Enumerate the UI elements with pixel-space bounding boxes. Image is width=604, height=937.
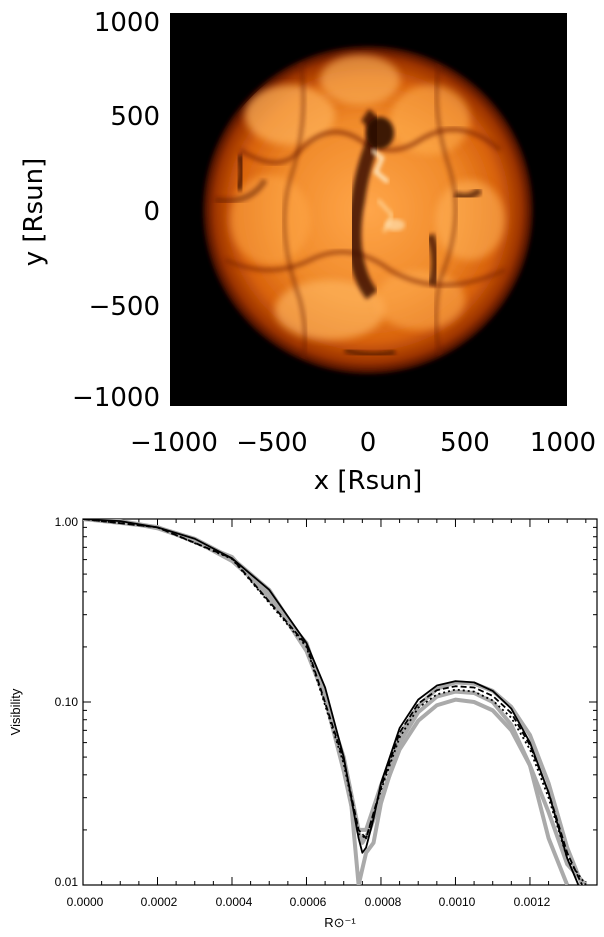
plot-x-axis-label: R⊙⁻¹ <box>324 915 356 930</box>
plot-series <box>83 519 588 885</box>
solar-disk <box>203 46 533 374</box>
image-y-tick: −1000 <box>72 383 160 413</box>
image-x-tick: −500 <box>236 428 307 458</box>
image-x-tick: 1000 <box>530 428 596 458</box>
plot-x-tick: 0.0002 <box>141 895 178 909</box>
granulation-pattern <box>214 55 507 371</box>
image-x-axis-label: x [Rsun] <box>314 466 423 496</box>
plot-y-tick: 0.01 <box>55 875 79 889</box>
plot-x-tick: 0.0006 <box>290 895 327 909</box>
visibility-curve-3 <box>83 519 580 885</box>
image-x-tick-labels: −1000 −500 0 500 1000 <box>130 428 596 458</box>
plot-y-tick: 0.10 <box>55 695 79 709</box>
image-y-tick-labels: 1000 500 0 −500 −1000 <box>72 8 160 413</box>
image-y-tick: 500 <box>110 102 160 132</box>
plot-frame <box>82 518 598 886</box>
image-panel <box>170 13 567 406</box>
plot-x-tick: 0.0012 <box>514 895 551 909</box>
plot-x-tick: 0.0004 <box>216 895 253 909</box>
plot-y-axis-label: Visibility <box>8 688 23 735</box>
plot-y-tick-labels: 1.00 0.10 0.01 <box>55 515 79 889</box>
plot-x-tick: 0.0008 <box>365 895 402 909</box>
plot-ticks <box>82 518 597 886</box>
plot-x-tick: 0.0010 <box>439 895 476 909</box>
visibility-plot <box>82 518 598 886</box>
image-x-tick: 0 <box>360 428 377 458</box>
plot-y-tick: 1.00 <box>55 515 79 529</box>
image-y-tick: 1000 <box>94 8 160 38</box>
visibility-curve-5 <box>83 519 587 885</box>
image-y-tick: −500 <box>89 292 160 322</box>
image-y-tick: 0 <box>143 197 160 227</box>
plot-x-tick-labels: 0.0000 0.0002 0.0004 0.0006 0.0008 0.001… <box>67 895 551 909</box>
plot-x-tick: 0.0000 <box>67 895 104 909</box>
image-x-tick: −1000 <box>130 428 218 458</box>
image-y-axis-label: y [Rsun] <box>19 158 49 267</box>
image-x-tick: 500 <box>440 428 490 458</box>
